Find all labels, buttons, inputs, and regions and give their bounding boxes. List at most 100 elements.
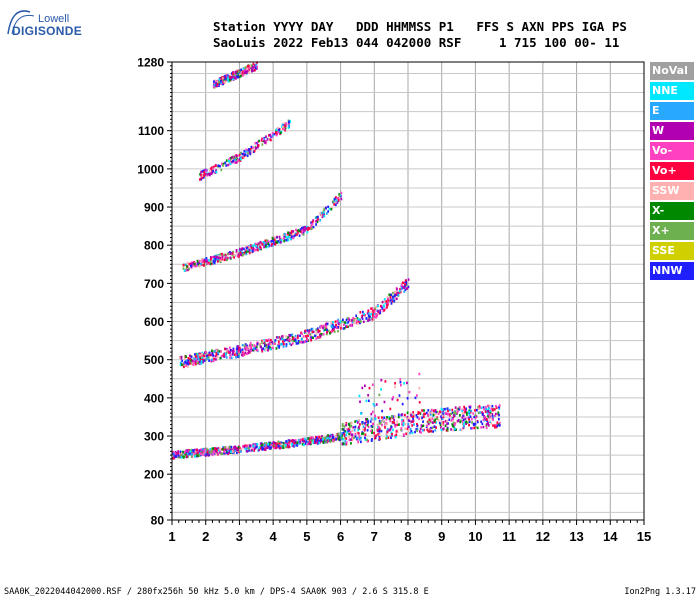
- echo-point: [183, 455, 186, 458]
- echo-point: [404, 413, 406, 417]
- echo-point: [354, 420, 357, 423]
- echo-point: [412, 415, 415, 418]
- echo-point: [348, 427, 350, 431]
- echo-point: [497, 423, 500, 426]
- echo-point: [318, 441, 321, 445]
- echo-point: [290, 439, 293, 443]
- echo-point: [209, 256, 212, 259]
- echo-point: [211, 352, 214, 356]
- echo-point: [396, 288, 398, 291]
- echo-point: [383, 300, 386, 304]
- echo-point: [384, 301, 387, 304]
- echo-point: [179, 452, 182, 455]
- echo-point: [359, 436, 362, 440]
- echo-point: [296, 444, 299, 447]
- echo-point: [472, 422, 475, 426]
- echo-point: [233, 73, 235, 77]
- echo-point: [179, 363, 182, 367]
- echo-point: [313, 441, 316, 444]
- echo-point: [247, 64, 250, 68]
- echo-point: [422, 420, 425, 423]
- echo-point: [477, 407, 480, 411]
- echo-point: [275, 446, 278, 449]
- echo-point: [461, 409, 464, 413]
- echo-point: [191, 362, 193, 365]
- echo-point: [243, 445, 246, 449]
- echo-point: [364, 436, 366, 440]
- echo-point: [385, 435, 388, 438]
- echo-point: [246, 67, 249, 71]
- echo-point: [280, 441, 283, 445]
- echo-point: [249, 341, 252, 345]
- echo-point: [233, 353, 236, 356]
- echo-point: [485, 423, 488, 426]
- echo-point: [312, 225, 315, 229]
- echo-point: [180, 454, 183, 457]
- echo-point: [489, 411, 492, 414]
- echo-point: [404, 288, 407, 292]
- echo-point: [216, 355, 219, 359]
- echo-point: [265, 245, 268, 249]
- echo-point: [361, 432, 363, 436]
- echo-point: [248, 447, 250, 450]
- echo-point: [441, 408, 444, 412]
- echo-point: [308, 329, 311, 333]
- echo-point: [286, 236, 288, 239]
- echo-point: [384, 422, 387, 425]
- echo-point: [235, 69, 238, 72]
- echo-point: [485, 407, 487, 411]
- echo-point: [406, 427, 409, 431]
- echo-point: [420, 417, 423, 421]
- echo-point: [338, 194, 341, 197]
- echo-point: [220, 168, 223, 172]
- echo-point: [337, 325, 339, 329]
- echo-point: [492, 424, 494, 427]
- echo-point: [305, 227, 307, 230]
- footer-file-info: SAA0K_2022044042000.RSF / 280fx256h 50 k…: [4, 587, 429, 597]
- echo-point: [229, 349, 232, 352]
- echo-point: [223, 347, 226, 351]
- echo-point: [344, 443, 347, 446]
- echo-point: [247, 250, 249, 253]
- echo-point: [271, 243, 273, 246]
- echo-point: [361, 431, 364, 434]
- echo-point: [258, 448, 260, 452]
- echo-point: [177, 454, 180, 457]
- echo-point: [334, 196, 337, 199]
- echo-point: [213, 261, 216, 265]
- echo-point: [356, 319, 359, 323]
- echo-point: [363, 312, 365, 316]
- echo-point: [353, 321, 356, 325]
- echo-point: [253, 247, 256, 251]
- echo-point: [296, 334, 299, 337]
- echo-point: [491, 404, 494, 408]
- echo-point: [355, 314, 358, 318]
- echo-point: [371, 425, 374, 429]
- echo-point: [205, 257, 208, 260]
- echo-point: [367, 399, 370, 403]
- echo-point: [337, 322, 340, 326]
- echo-point: [252, 69, 255, 72]
- echo-point: [310, 336, 313, 339]
- y-tick-label: 900: [144, 201, 164, 215]
- echo-point: [291, 442, 293, 446]
- echo-point: [262, 447, 265, 451]
- echo-point: [481, 422, 484, 426]
- echo-point: [361, 422, 364, 426]
- echo-point: [214, 79, 217, 83]
- echo-point: [393, 421, 396, 424]
- echo-point: [337, 199, 340, 202]
- echo-point: [291, 235, 293, 239]
- echo-point: [299, 334, 301, 337]
- echo-point: [384, 380, 387, 383]
- echo-point: [264, 448, 267, 451]
- echo-point: [228, 250, 231, 254]
- echo-point: [294, 334, 297, 338]
- echo-point: [386, 428, 389, 431]
- echo-point: [474, 416, 477, 420]
- echo-point: [251, 343, 254, 347]
- echo-point: [226, 451, 228, 455]
- echo-point: [498, 407, 501, 410]
- echo-point: [268, 341, 271, 344]
- echo-point: [287, 238, 290, 242]
